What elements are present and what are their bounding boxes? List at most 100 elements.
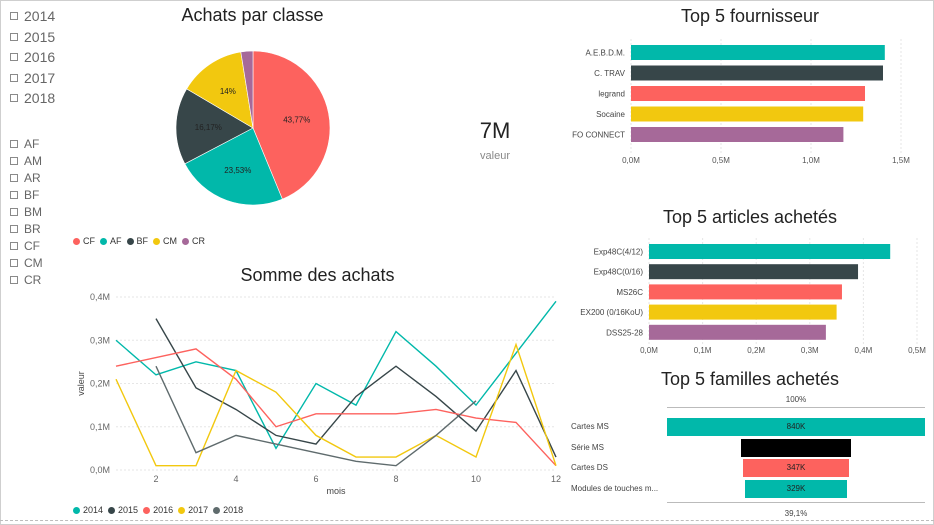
legend-label: AF bbox=[110, 236, 122, 246]
pie-slice-bf bbox=[175, 88, 254, 165]
checkbox[interactable] bbox=[10, 174, 18, 183]
class-option-bf[interactable]: BF bbox=[10, 187, 43, 204]
checkbox[interactable] bbox=[10, 140, 18, 149]
line-chart-title: Somme des achats bbox=[240, 265, 395, 285]
x-tick-label: 2 bbox=[153, 474, 158, 484]
legend-item[interactable]: 2016 bbox=[143, 505, 173, 515]
class-option-ar[interactable]: AR bbox=[10, 170, 43, 187]
fournisseur-chart[interactable]: 0,0M 0,5M 1,0M 1,5M A.E.B.D.M. C. TRAV legrand… bbox=[565, 35, 925, 170]
class-option-cr[interactable]: CR bbox=[10, 271, 43, 288]
x-tick-label: 0,0M bbox=[640, 346, 658, 355]
legend-item[interactable]: CF bbox=[73, 236, 95, 246]
legend-marker bbox=[108, 506, 116, 514]
funnel-bottom-rule bbox=[667, 502, 925, 503]
funnel-bar[interactable] bbox=[745, 479, 847, 498]
legend-marker bbox=[178, 506, 186, 514]
legend-item[interactable]: 2015 bbox=[108, 505, 138, 515]
x-tick-label: 1,5M bbox=[892, 156, 910, 165]
class-option-am[interactable]: AM bbox=[10, 153, 43, 170]
checkbox[interactable] bbox=[10, 258, 18, 267]
legend-label: 2014 bbox=[83, 505, 104, 515]
year-option-2016[interactable]: 2016 bbox=[10, 47, 55, 68]
checkbox[interactable] bbox=[10, 224, 18, 233]
funnel-bar[interactable] bbox=[667, 418, 925, 436]
bar-category-label: MS26C bbox=[616, 288, 643, 297]
bar-a-e-b-d-m- bbox=[631, 45, 885, 60]
x-tick-label: 0,2M bbox=[747, 346, 765, 355]
year-option-2018[interactable]: 2018 bbox=[10, 88, 55, 109]
legend-marker bbox=[213, 506, 221, 514]
slicer-item-label: 2017 bbox=[24, 69, 56, 86]
checkbox[interactable] bbox=[10, 32, 18, 41]
slicer-item-label: CR bbox=[24, 272, 42, 287]
pie-chart[interactable]: 43,77% 23,53% 16,17% 14% bbox=[160, 38, 350, 228]
legend-item[interactable]: AF bbox=[100, 236, 122, 246]
checkbox[interactable] bbox=[10, 12, 18, 21]
slicer-item-label: 2015 bbox=[24, 28, 56, 45]
y-axis-label: valeur bbox=[76, 371, 86, 396]
series-line-2014 bbox=[115, 300, 557, 450]
legend-marker bbox=[100, 237, 107, 245]
bar-exp48c-0-16- bbox=[649, 264, 859, 280]
bar-category-label: Socaine bbox=[596, 110, 625, 119]
legend-label: 2015 bbox=[118, 505, 139, 515]
pie-slice-cf bbox=[252, 50, 331, 200]
line-chart[interactable]: 0,0M 0,1M 0,2M 0,3M 0,4M 2 4 6 8 10 12 mois valeur bbox=[70, 285, 570, 500]
bar-exp48c-4-12- bbox=[649, 244, 891, 259]
checkbox[interactable] bbox=[10, 241, 18, 250]
legend-item[interactable]: 2017 bbox=[178, 505, 208, 515]
year-option-2017[interactable]: 2017 bbox=[10, 68, 55, 89]
slicer-item-label: 2016 bbox=[24, 49, 56, 66]
funnel-category-label: Cartes DS bbox=[571, 463, 608, 472]
slicer-item-label: BF bbox=[24, 188, 40, 203]
class-option-af[interactable]: AF bbox=[10, 136, 43, 153]
checkbox[interactable] bbox=[10, 275, 18, 284]
funnel-bottom-percent: 39,1% bbox=[784, 509, 808, 518]
x-axis-label: mois bbox=[326, 486, 346, 496]
line-chart-legend: 2014 2015 2016 2017 2018 bbox=[73, 505, 248, 515]
legend-item[interactable]: 2018 bbox=[213, 505, 243, 515]
legend-marker bbox=[143, 506, 151, 514]
funnel-category-label: Série MS bbox=[571, 442, 604, 452]
funnel-value-label: 840K bbox=[786, 422, 806, 431]
slicer-item-label: AM bbox=[24, 154, 42, 169]
legend-marker bbox=[73, 237, 80, 245]
legend-marker bbox=[73, 506, 80, 514]
bar-category-label: Exp48C(4/12) bbox=[594, 248, 644, 257]
checkbox[interactable] bbox=[10, 53, 18, 62]
bar-category-label: Exp48C(0/16) bbox=[594, 268, 644, 277]
class-option-bm[interactable]: BM bbox=[10, 204, 43, 221]
bar-c-trav bbox=[631, 65, 883, 81]
funnel-category-label: Modules de touches m... bbox=[571, 483, 659, 493]
x-tick-label: 0,3M bbox=[801, 346, 819, 355]
year-option-2014[interactable]: 2014 bbox=[10, 6, 55, 27]
funnel-top-rule bbox=[667, 407, 925, 408]
checkbox[interactable] bbox=[10, 157, 18, 166]
legend-label: BF bbox=[136, 236, 149, 246]
legend-item[interactable]: BF bbox=[126, 236, 149, 246]
funnel-bar[interactable] bbox=[740, 438, 852, 457]
x-tick-label: 6 bbox=[313, 474, 318, 484]
legend-item[interactable]: CM bbox=[153, 236, 177, 246]
checkbox[interactable] bbox=[10, 94, 18, 103]
checkbox[interactable] bbox=[10, 208, 18, 216]
checkbox[interactable] bbox=[10, 191, 18, 200]
slicer-item-label: AF bbox=[24, 137, 40, 152]
class-option-cm[interactable]: CM bbox=[10, 254, 43, 271]
x-tick-label: 0,1M bbox=[694, 346, 712, 355]
year-slicer[interactable]: 2014 2015 2016 2017 2018 bbox=[10, 6, 55, 109]
y-tick-label: 0,4M bbox=[90, 292, 110, 302]
year-option-2015[interactable]: 2015 bbox=[10, 27, 55, 48]
funnel-bar[interactable] bbox=[742, 459, 850, 477]
legend-item[interactable]: 2014 bbox=[73, 505, 103, 515]
y-tick-label: 0,1M bbox=[90, 422, 110, 432]
kpi-value: 7M bbox=[479, 118, 511, 143]
legend-item[interactable]: CR bbox=[182, 236, 205, 246]
class-option-br[interactable]: BR bbox=[10, 220, 43, 237]
series-line-2018 bbox=[155, 365, 477, 467]
checkbox[interactable] bbox=[10, 73, 18, 82]
class-slicer[interactable]: AF AM AR BF BM BR CF CM CR bbox=[10, 136, 43, 288]
class-option-cf[interactable]: CF bbox=[10, 237, 43, 254]
articles-chart[interactable]: 0,0M 0,1M 0,2M 0,3M 0,4M 0,5M Exp48C(4/12) Exp4… bbox=[565, 236, 930, 356]
slicer-item-label: CM bbox=[24, 255, 43, 270]
